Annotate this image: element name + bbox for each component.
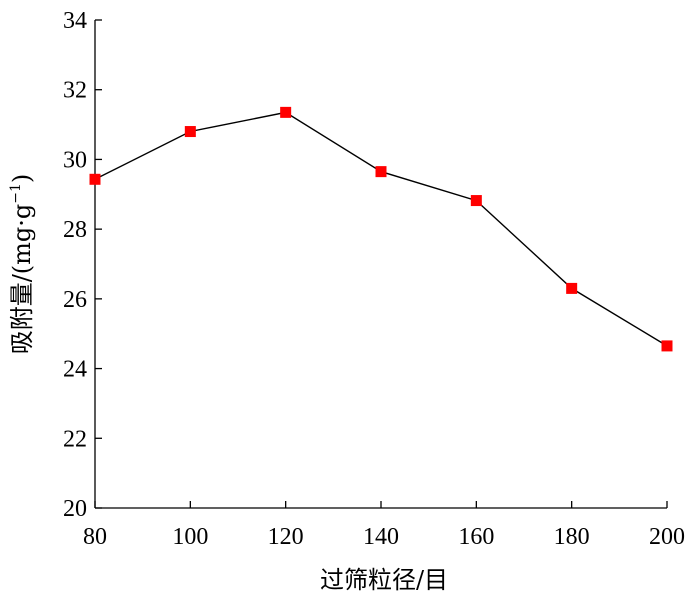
data-point — [566, 282, 578, 294]
x-tick-label: 180 — [554, 524, 590, 550]
x-axis-title: 过筛粒径/目 — [320, 566, 448, 594]
data-point — [89, 173, 101, 185]
y-tick-label: 32 — [63, 78, 87, 104]
x-tick-label: 80 — [83, 524, 107, 550]
data-point — [184, 126, 196, 138]
y-axis-title-main: 吸附量/(mg·g — [8, 204, 36, 355]
data-point — [470, 195, 482, 207]
y-tick-label: 28 — [63, 217, 87, 243]
x-tick-label: 160 — [458, 524, 494, 550]
series-line — [94, 111, 668, 347]
y-axis-title: 吸附量/(mg·g−1) — [8, 174, 36, 355]
data-point — [280, 106, 292, 118]
y-tick-label: 30 — [63, 147, 87, 173]
data-point — [661, 340, 673, 352]
y-ticks: 20 22 24 26 28 30 32 34 — [63, 8, 102, 522]
y-tick-label: 34 — [63, 8, 87, 34]
y-axis-title-superscript: −1 — [8, 183, 24, 204]
y-axis-title-close: ) — [8, 174, 36, 183]
x-tick-label: 140 — [363, 524, 399, 550]
y-tick-label: 20 — [63, 496, 87, 522]
y-tick-label: 22 — [63, 426, 87, 452]
x-tick-label: 200 — [649, 524, 685, 550]
x-tick-label: 120 — [268, 524, 304, 550]
axes — [94, 20, 667, 509]
y-tick-label: 24 — [63, 357, 87, 383]
data-point — [375, 166, 387, 178]
series-group — [89, 106, 673, 352]
y-tick-label: 26 — [63, 287, 87, 313]
x-ticks: 80 100 120 140 160 180 200 — [83, 501, 685, 550]
x-tick-label: 100 — [172, 524, 208, 550]
